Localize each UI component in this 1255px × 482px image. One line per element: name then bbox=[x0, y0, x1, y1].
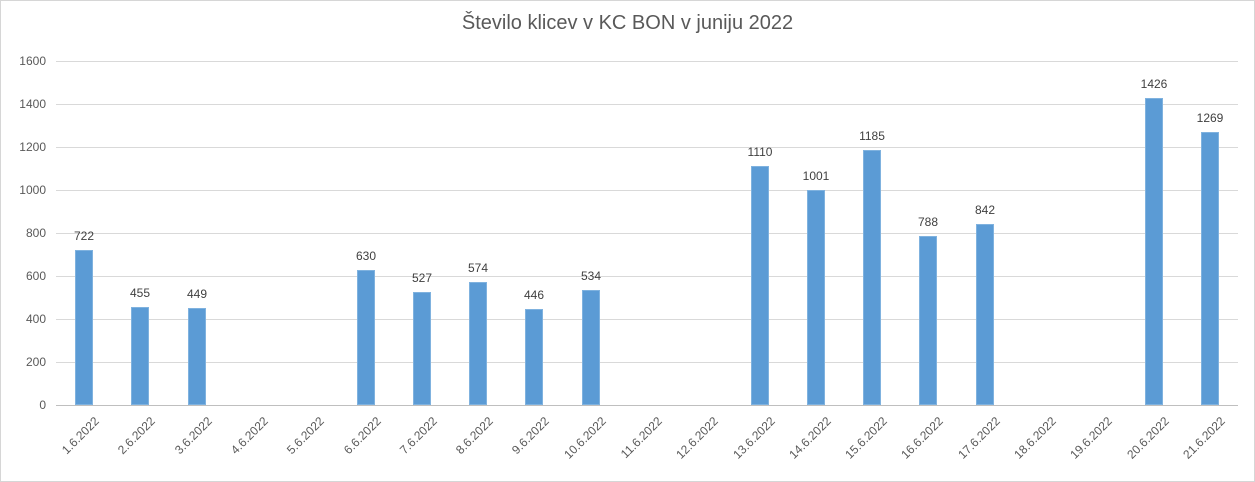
bar bbox=[1201, 132, 1219, 405]
data-label: 1110 bbox=[747, 145, 773, 159]
y-tick-label: 1000 bbox=[19, 183, 46, 197]
data-label: 574 bbox=[467, 261, 489, 275]
bar bbox=[131, 307, 149, 405]
data-label: 788 bbox=[917, 215, 939, 229]
y-tick-label: 1200 bbox=[19, 140, 46, 154]
data-label: 1185 bbox=[859, 129, 885, 143]
bar bbox=[807, 190, 825, 405]
x-axis-line bbox=[56, 405, 1238, 406]
y-tick-label: 400 bbox=[25, 312, 46, 326]
bar bbox=[582, 290, 600, 405]
y-tick-label: 600 bbox=[25, 269, 46, 283]
data-label: 722 bbox=[73, 229, 95, 243]
bar bbox=[1145, 98, 1163, 405]
bar bbox=[413, 292, 431, 405]
gridline bbox=[56, 276, 1238, 277]
bar bbox=[919, 236, 937, 405]
data-label: 446 bbox=[523, 288, 545, 302]
gridline bbox=[56, 233, 1238, 234]
chart-title: Število klicev v KC BON v juniju 2022 bbox=[461, 12, 794, 34]
y-tick-label: 800 bbox=[25, 226, 46, 240]
y-tick-label: 1400 bbox=[19, 97, 46, 111]
bar bbox=[357, 270, 375, 405]
bar bbox=[75, 250, 93, 405]
data-label: 527 bbox=[411, 271, 433, 285]
data-label: 1001 bbox=[802, 169, 830, 183]
data-label: 449 bbox=[186, 287, 208, 301]
y-tick-label: 200 bbox=[25, 355, 46, 369]
bar bbox=[751, 166, 769, 405]
gridline bbox=[56, 362, 1238, 363]
y-tick-label: 0 bbox=[39, 398, 46, 412]
data-label: 1269 bbox=[1196, 111, 1224, 125]
bar bbox=[863, 150, 881, 405]
bar bbox=[188, 308, 206, 405]
data-label: 630 bbox=[355, 249, 377, 263]
data-label: 534 bbox=[580, 269, 602, 283]
gridline bbox=[56, 104, 1238, 105]
gridline bbox=[56, 147, 1238, 148]
bar bbox=[976, 224, 994, 405]
data-label: 1426 bbox=[1140, 77, 1168, 91]
gridline bbox=[56, 319, 1238, 320]
bar bbox=[469, 282, 487, 405]
bar bbox=[525, 309, 543, 405]
data-label: 455 bbox=[129, 286, 151, 300]
y-tick-label: 1600 bbox=[19, 54, 46, 68]
gridline bbox=[56, 190, 1238, 191]
gridline bbox=[56, 61, 1238, 62]
data-label: 842 bbox=[974, 203, 996, 217]
